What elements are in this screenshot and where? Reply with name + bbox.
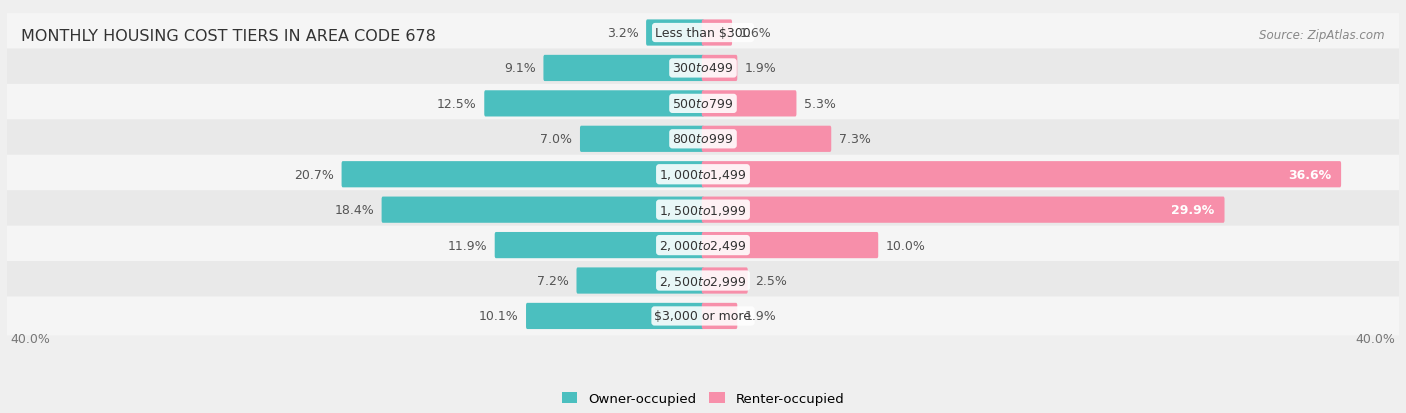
- Text: 1.9%: 1.9%: [745, 310, 776, 323]
- Text: 3.2%: 3.2%: [607, 27, 638, 40]
- FancyBboxPatch shape: [702, 126, 831, 152]
- FancyBboxPatch shape: [6, 14, 1400, 53]
- Text: $1,500 to $1,999: $1,500 to $1,999: [659, 203, 747, 217]
- FancyBboxPatch shape: [381, 197, 704, 223]
- Text: 29.9%: 29.9%: [1171, 204, 1215, 217]
- Text: Less than $300: Less than $300: [655, 27, 751, 40]
- FancyBboxPatch shape: [495, 233, 704, 259]
- Text: 1.6%: 1.6%: [740, 27, 772, 40]
- FancyBboxPatch shape: [702, 268, 748, 294]
- Text: $300 to $499: $300 to $499: [672, 62, 734, 75]
- Text: $800 to $999: $800 to $999: [672, 133, 734, 146]
- FancyBboxPatch shape: [6, 191, 1400, 230]
- FancyBboxPatch shape: [484, 91, 704, 117]
- FancyBboxPatch shape: [702, 303, 737, 329]
- FancyBboxPatch shape: [702, 20, 733, 47]
- FancyBboxPatch shape: [6, 226, 1400, 265]
- Text: 7.3%: 7.3%: [839, 133, 870, 146]
- FancyBboxPatch shape: [702, 162, 1341, 188]
- Text: 10.0%: 10.0%: [886, 239, 925, 252]
- Text: 7.0%: 7.0%: [540, 133, 572, 146]
- Text: $2,000 to $2,499: $2,000 to $2,499: [659, 239, 747, 252]
- Text: 11.9%: 11.9%: [447, 239, 488, 252]
- FancyBboxPatch shape: [647, 20, 704, 47]
- Text: 2.5%: 2.5%: [755, 274, 787, 287]
- FancyBboxPatch shape: [6, 297, 1400, 336]
- FancyBboxPatch shape: [702, 91, 796, 117]
- Text: 7.2%: 7.2%: [537, 274, 569, 287]
- Text: 5.3%: 5.3%: [804, 97, 835, 111]
- FancyBboxPatch shape: [579, 126, 704, 152]
- FancyBboxPatch shape: [544, 56, 704, 82]
- Text: 40.0%: 40.0%: [1355, 333, 1396, 346]
- Text: Source: ZipAtlas.com: Source: ZipAtlas.com: [1260, 29, 1385, 42]
- Text: 40.0%: 40.0%: [10, 333, 51, 346]
- Text: $2,500 to $2,999: $2,500 to $2,999: [659, 274, 747, 288]
- FancyBboxPatch shape: [342, 162, 704, 188]
- Text: MONTHLY HOUSING COST TIERS IN AREA CODE 678: MONTHLY HOUSING COST TIERS IN AREA CODE …: [21, 29, 436, 44]
- Text: $1,000 to $1,499: $1,000 to $1,499: [659, 168, 747, 182]
- FancyBboxPatch shape: [6, 120, 1400, 159]
- FancyBboxPatch shape: [576, 268, 704, 294]
- Text: 9.1%: 9.1%: [505, 62, 536, 75]
- FancyBboxPatch shape: [702, 56, 737, 82]
- FancyBboxPatch shape: [702, 233, 879, 259]
- FancyBboxPatch shape: [6, 85, 1400, 123]
- Text: $500 to $799: $500 to $799: [672, 97, 734, 111]
- Text: 12.5%: 12.5%: [437, 97, 477, 111]
- Legend: Owner-occupied, Renter-occupied: Owner-occupied, Renter-occupied: [557, 387, 849, 410]
- FancyBboxPatch shape: [6, 261, 1400, 300]
- FancyBboxPatch shape: [526, 303, 704, 329]
- Text: 18.4%: 18.4%: [335, 204, 374, 217]
- Text: 36.6%: 36.6%: [1288, 169, 1331, 181]
- Text: 20.7%: 20.7%: [294, 169, 335, 181]
- FancyBboxPatch shape: [6, 49, 1400, 88]
- Text: $3,000 or more: $3,000 or more: [655, 310, 751, 323]
- FancyBboxPatch shape: [702, 197, 1225, 223]
- Text: 1.9%: 1.9%: [745, 62, 776, 75]
- FancyBboxPatch shape: [6, 155, 1400, 194]
- Text: 10.1%: 10.1%: [479, 310, 519, 323]
